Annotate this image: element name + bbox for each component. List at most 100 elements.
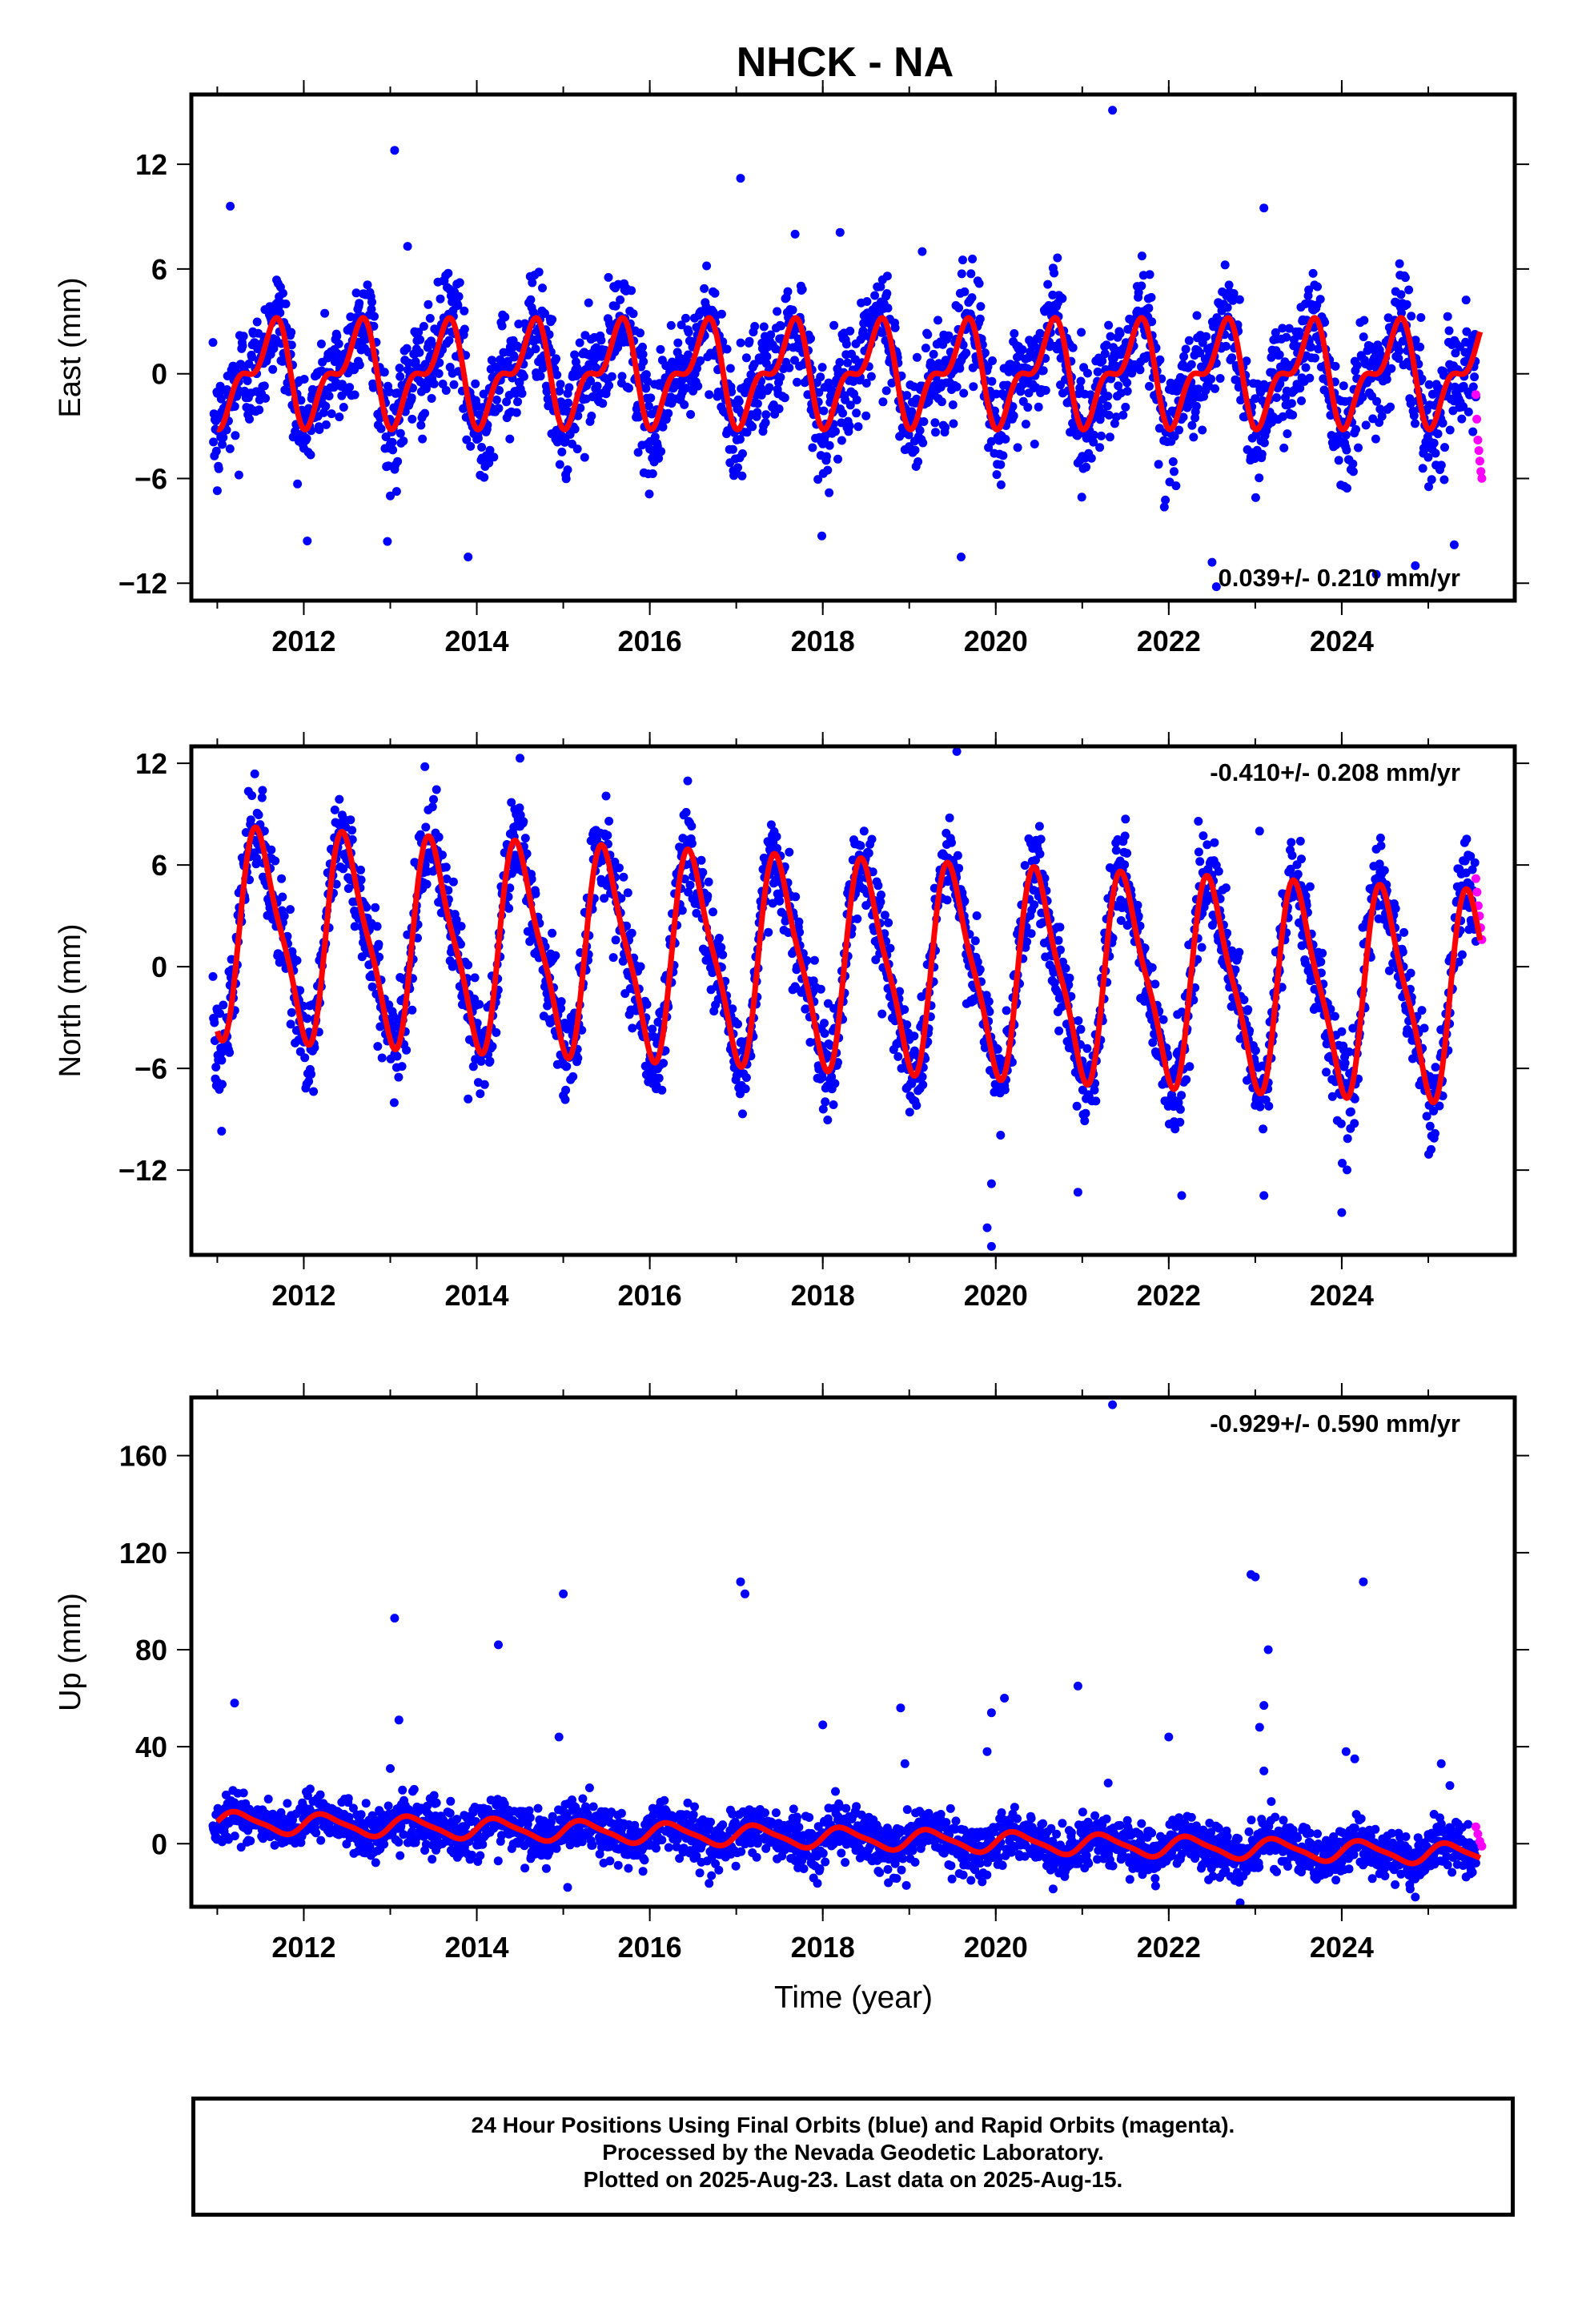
- final-orbit-point: [337, 380, 347, 389]
- final-orbit-point: [479, 389, 488, 399]
- final-orbit-point: [1174, 425, 1184, 435]
- final-orbit-point: [519, 372, 528, 381]
- final-orbit-point: [628, 309, 638, 319]
- final-orbit-point: [705, 390, 714, 400]
- final-orbit-point: [1179, 352, 1189, 361]
- final-orbit-point: [788, 305, 797, 315]
- final-orbit-point: [309, 1087, 319, 1096]
- final-orbit-point: [1423, 452, 1433, 462]
- final-orbit-point: [633, 448, 643, 457]
- final-orbit-point: [736, 435, 745, 444]
- final-orbit-point: [573, 411, 583, 420]
- final-orbit-point: [1161, 495, 1170, 505]
- final-orbit-point: [893, 1051, 903, 1061]
- final-orbit-point: [902, 1020, 912, 1030]
- final-orbit-point: [656, 447, 666, 456]
- final-orbit-point: [1462, 327, 1472, 336]
- final-orbit-point: [722, 344, 732, 354]
- final-orbit-point: [1058, 294, 1067, 304]
- final-orbit-point: [287, 328, 296, 337]
- final-orbit-point: [1444, 326, 1454, 336]
- rapid-orbit-point: [1477, 473, 1487, 483]
- rapid-orbit-point: [1472, 414, 1482, 424]
- final-orbit-point: [1194, 384, 1203, 394]
- final-orbit-point: [659, 1059, 669, 1068]
- final-orbit-point: [657, 1085, 667, 1095]
- final-orbit-point: [728, 444, 737, 454]
- final-orbit-point: [794, 917, 804, 927]
- final-orbit-point: [296, 396, 306, 405]
- final-orbit-point: [1090, 1085, 1099, 1095]
- final-orbit-point: [639, 357, 648, 366]
- final-orbit-point: [394, 1072, 404, 1082]
- final-orbit-point: [1023, 403, 1033, 412]
- final-orbit-point: [664, 408, 673, 418]
- final-orbit-point: [1177, 1091, 1186, 1100]
- final-orbit-point: [418, 434, 428, 444]
- final-orbit-point: [692, 908, 701, 918]
- final-orbit-point: [238, 341, 247, 351]
- final-orbit-point: [820, 1029, 829, 1038]
- final-orbit-point: [407, 393, 416, 403]
- final-orbit-point: [960, 287, 970, 296]
- final-orbit-point: [480, 1080, 489, 1089]
- final-orbit-point: [910, 445, 920, 455]
- final-orbit-point: [809, 976, 818, 986]
- final-orbit-point: [825, 488, 834, 497]
- final-orbit-point: [1215, 374, 1225, 383]
- final-orbit-point: [1082, 433, 1091, 443]
- final-orbit-point: [429, 379, 439, 388]
- final-orbit-point: [1182, 1075, 1191, 1084]
- final-orbit-point: [959, 388, 969, 398]
- final-orbit-point: [877, 1009, 887, 1019]
- final-orbit-point: [1394, 354, 1403, 364]
- final-orbit-point: [773, 843, 782, 853]
- final-orbit-point: [1320, 318, 1330, 327]
- final-orbit-point: [805, 1038, 815, 1047]
- final-orbit-point: [512, 408, 521, 417]
- final-orbit-point: [471, 379, 480, 388]
- final-orbit-outlier: [212, 486, 222, 496]
- final-orbit-point: [923, 330, 933, 340]
- final-orbit-point: [856, 841, 865, 850]
- final-orbit-point: [1424, 380, 1434, 389]
- final-orbit-point: [257, 793, 267, 802]
- final-orbit-point: [247, 352, 257, 362]
- final-orbit-point: [534, 267, 544, 277]
- final-orbit-point: [702, 261, 712, 271]
- final-orbit-point: [555, 386, 564, 396]
- final-orbit-point: [1275, 350, 1284, 360]
- final-orbit-point: [976, 302, 986, 312]
- final-orbit-point: [560, 1095, 570, 1104]
- final-orbit-point: [1195, 348, 1205, 358]
- final-orbit-point: [246, 815, 255, 825]
- final-orbit-point: [1372, 396, 1382, 406]
- final-orbit-point: [909, 1031, 919, 1041]
- final-orbit-point: [1118, 410, 1128, 420]
- final-orbit-point: [209, 437, 219, 447]
- final-orbit-point: [761, 410, 771, 420]
- final-orbit-outlier: [563, 465, 572, 475]
- final-orbit-outlier: [957, 553, 966, 561]
- final-orbit-point: [268, 364, 278, 374]
- final-orbit-point: [1416, 313, 1426, 322]
- final-orbit-point: [1194, 847, 1203, 857]
- final-orbit-point: [1287, 399, 1296, 408]
- final-orbit-point: [339, 403, 348, 412]
- final-orbit-point: [830, 1079, 840, 1088]
- final-orbit-point: [1251, 493, 1260, 502]
- final-orbit-point: [967, 293, 977, 303]
- final-orbit-point: [250, 769, 259, 778]
- final-orbit-point: [452, 915, 461, 925]
- final-orbit-point: [408, 414, 417, 424]
- final-orbit-point: [919, 417, 929, 426]
- final-orbit-point: [619, 872, 628, 882]
- final-orbit-point: [1228, 296, 1238, 305]
- final-orbit-point: [1331, 361, 1340, 371]
- final-orbit-point: [460, 306, 469, 316]
- final-orbit-point: [402, 1045, 412, 1055]
- final-orbit-point: [777, 321, 785, 331]
- final-orbit-point: [374, 939, 383, 949]
- final-orbit-point: [913, 457, 923, 466]
- final-orbit-point: [1009, 411, 1018, 420]
